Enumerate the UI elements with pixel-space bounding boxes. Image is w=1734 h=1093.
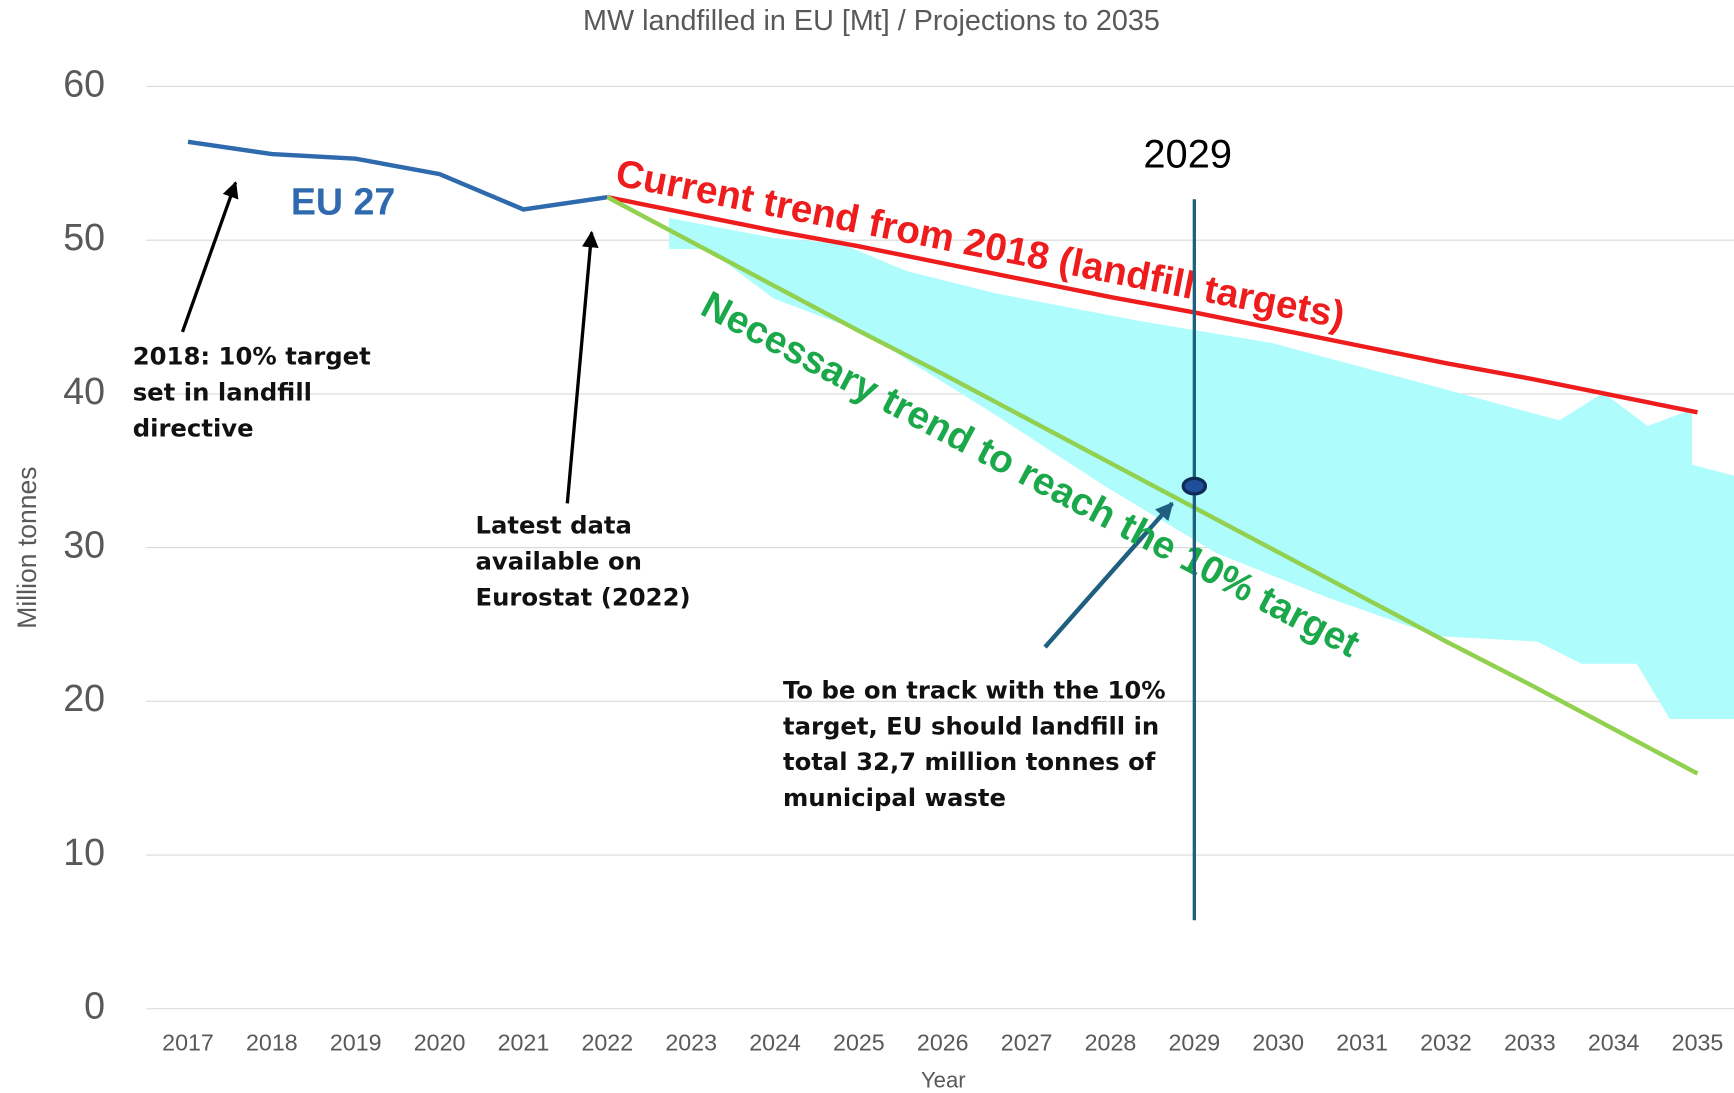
x-tick-label: 2020 <box>414 1029 466 1055</box>
x-tick-label: 2035 <box>1672 1029 1724 1055</box>
annotation: To be on track with the 10% <box>783 675 1166 704</box>
series-label: EU 27 <box>291 181 395 223</box>
x-tick-label: 2029 <box>1169 1029 1221 1055</box>
annotation: available on <box>476 547 642 576</box>
x-tick-label: 2031 <box>1336 1029 1388 1055</box>
y-tick-label: 60 <box>63 62 105 104</box>
annotation: target, EU should landfill in <box>783 711 1159 740</box>
x-tick-label: 2021 <box>498 1029 550 1055</box>
arrow <box>565 230 599 504</box>
annotation: 2018: 10% target <box>133 341 371 370</box>
x-tick-label: 2017 <box>162 1029 214 1055</box>
series-line <box>606 194 1698 415</box>
projection-band <box>669 218 1734 720</box>
y-axis-label: Million tonnes <box>12 466 42 628</box>
x-tick-label: 2034 <box>1588 1029 1640 1055</box>
x-tick-label: 2030 <box>1252 1029 1304 1055</box>
annotation: municipal waste <box>783 783 1006 812</box>
x-tick-label: 2032 <box>1420 1029 1472 1055</box>
annotation: Latest data <box>476 511 632 540</box>
chart-title: MW landfilled in EU [Mt] / Projections t… <box>583 5 1160 37</box>
x-tick-label: 2024 <box>749 1029 801 1055</box>
marker-label: 2029 <box>1143 133 1232 177</box>
annotation: directive <box>133 413 254 442</box>
x-tick-label: 2018 <box>246 1029 298 1055</box>
plot <box>187 139 1699 776</box>
series-line <box>187 139 608 212</box>
annotation: set in landfill <box>133 377 312 406</box>
x-tick-label: 2027 <box>1001 1029 1053 1055</box>
x-tick-label: 2025 <box>833 1029 885 1055</box>
series-line <box>606 195 1699 776</box>
annotation: total 32,7 million tonnes of <box>783 747 1156 776</box>
y-tick-label: 50 <box>63 216 105 258</box>
x-tick-label: 2019 <box>330 1029 382 1055</box>
x-tick-label: 2033 <box>1504 1029 1556 1055</box>
grid <box>145 85 1734 1010</box>
x-tick-label: 2023 <box>665 1029 717 1055</box>
x-axis-label: Year <box>921 1068 966 1093</box>
annotation: Eurostat (2022) <box>476 582 691 611</box>
arrow <box>180 181 239 333</box>
y-tick-label: 10 <box>63 831 105 873</box>
arrow <box>1043 501 1174 649</box>
y-tick-label: 20 <box>63 677 105 719</box>
y-tick-label: 0 <box>84 985 105 1027</box>
x-tick-label: 2022 <box>581 1029 633 1055</box>
marker-point <box>1181 476 1208 496</box>
y-tick-label: 30 <box>63 524 105 566</box>
x-tick-label: 2028 <box>1085 1029 1137 1055</box>
x-tick-label: 2026 <box>917 1029 969 1055</box>
y-tick-label: 40 <box>63 370 105 412</box>
